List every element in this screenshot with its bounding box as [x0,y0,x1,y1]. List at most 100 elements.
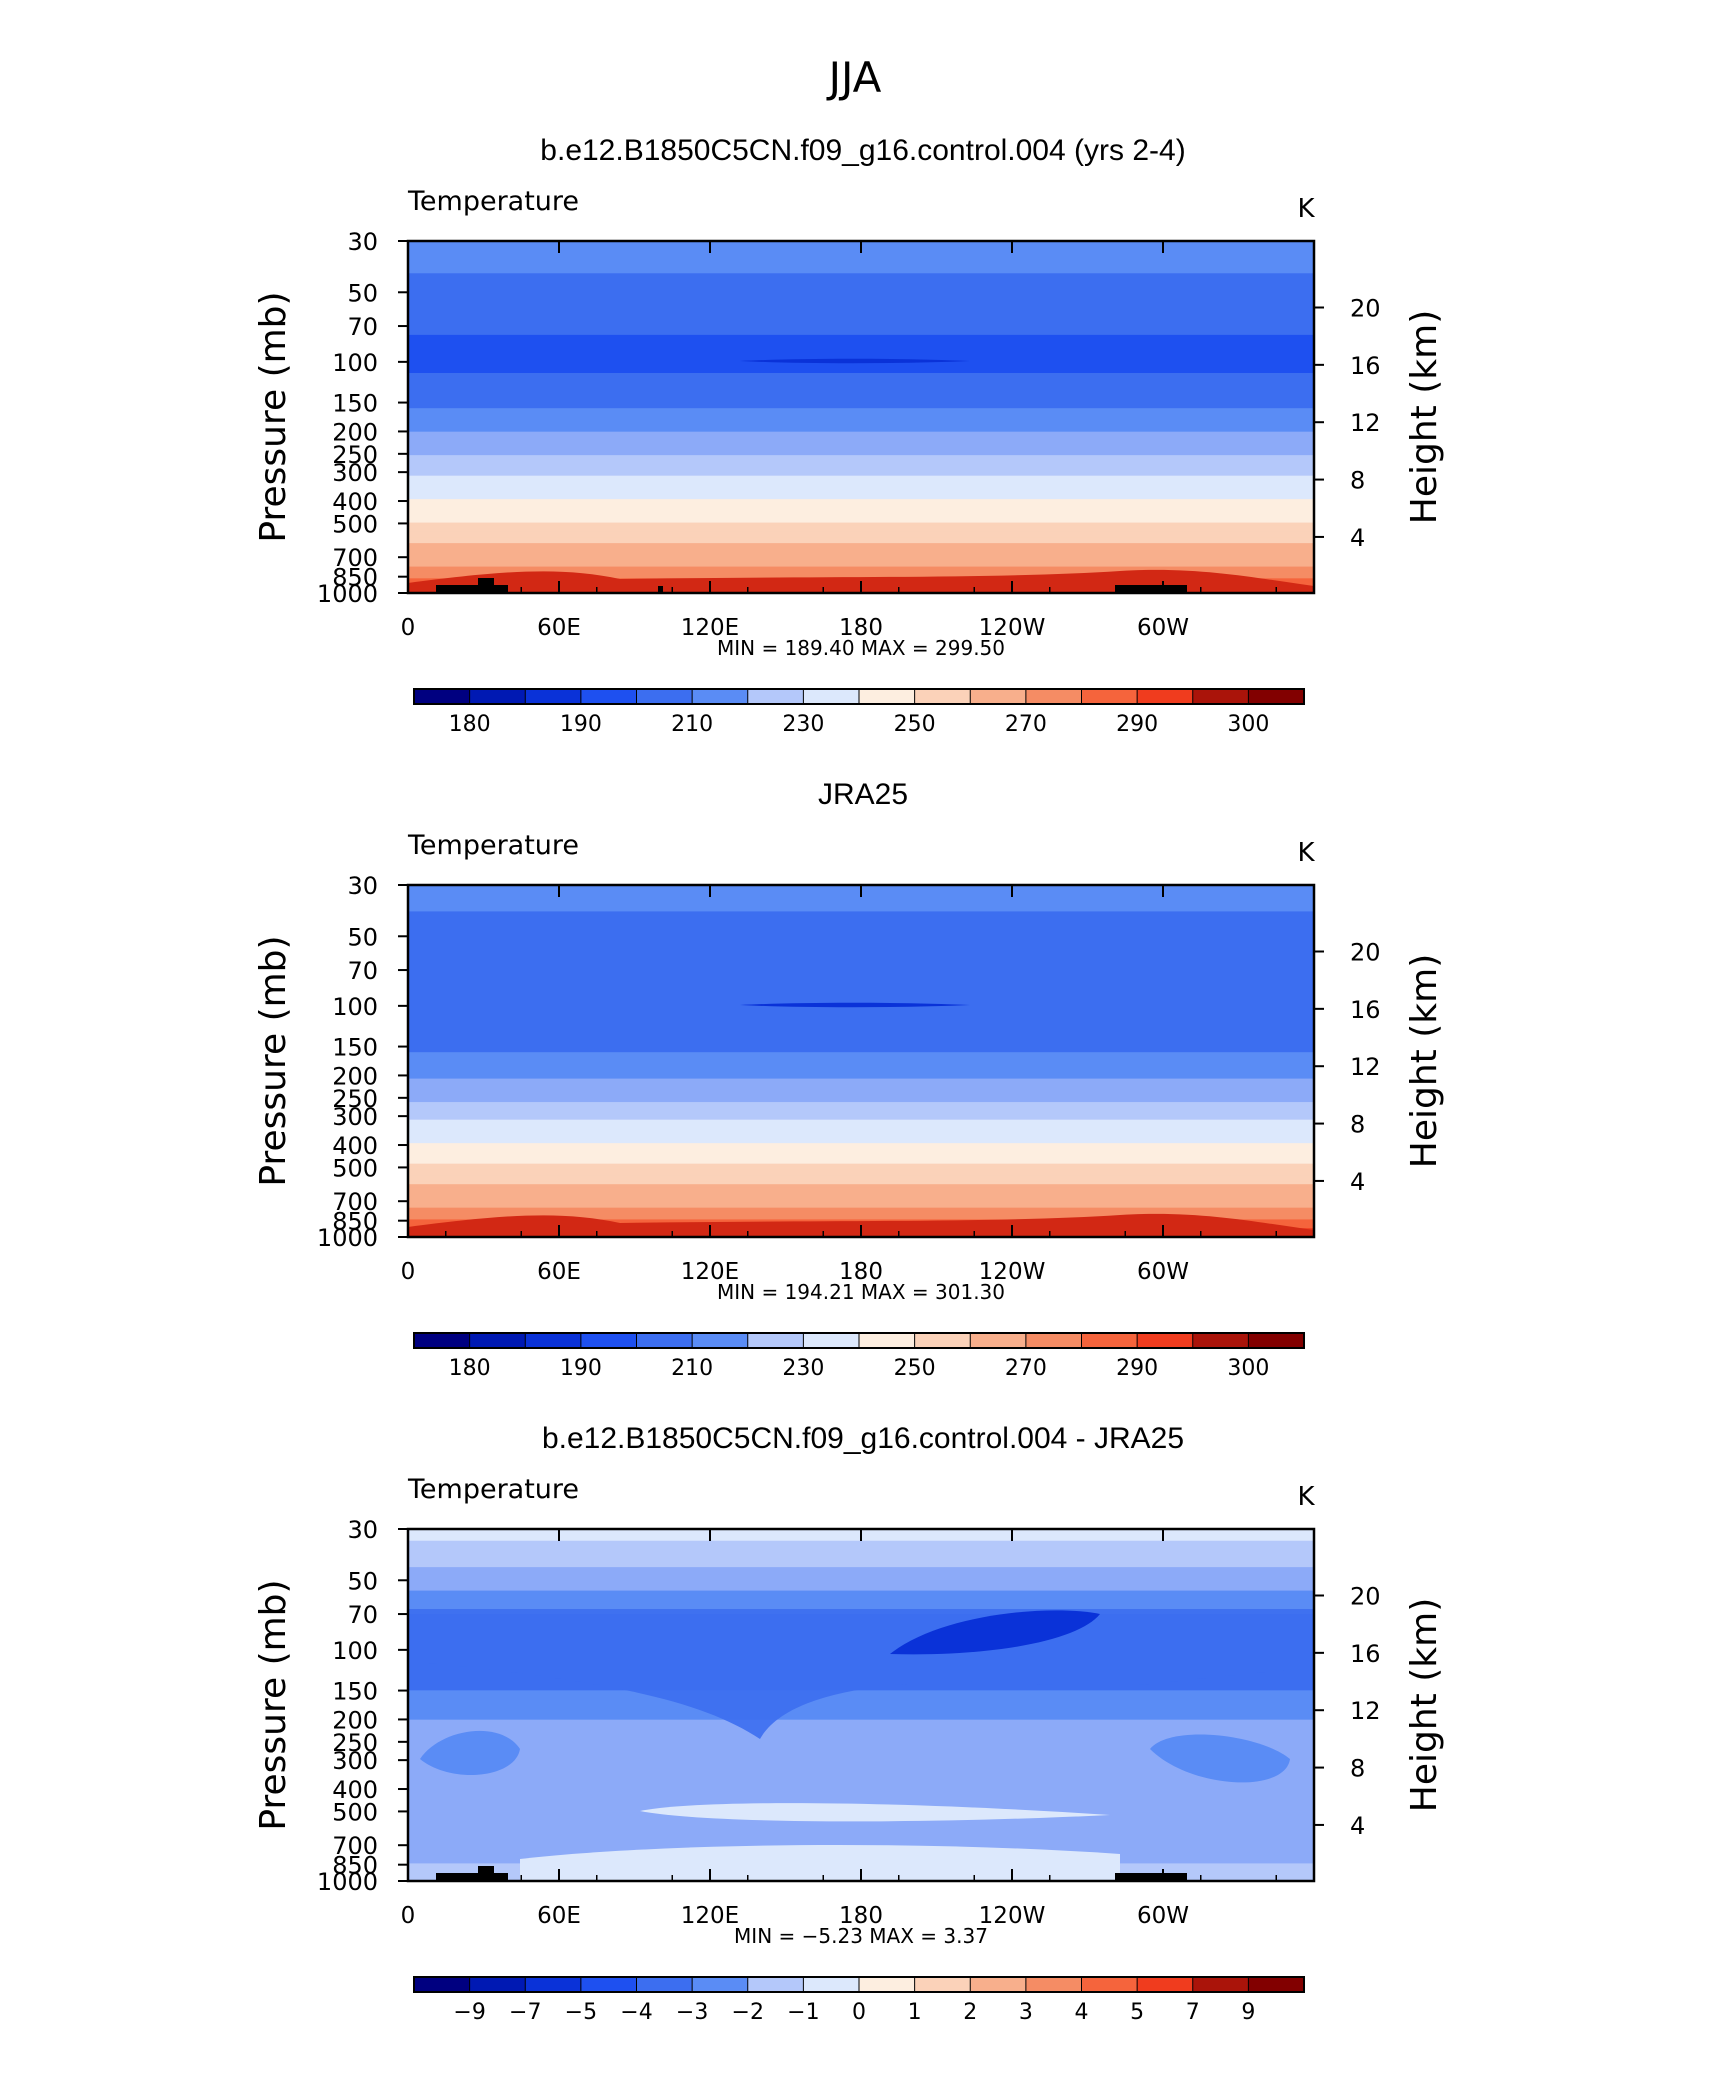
colorbar-box [1247,1332,1306,1349]
contour-band [408,975,1314,980]
colorbar-box [1192,688,1250,705]
contour-band [408,1798,1314,1803]
contour-band [408,1075,1314,1080]
contour-band [408,1751,1314,1756]
contour-band [408,1146,1314,1150]
contour-band [408,463,1314,468]
contour-band [408,411,1314,415]
contour-band [408,981,1314,986]
x-tick-label: 0 [401,1903,416,1929]
contour-band [408,355,1314,359]
contour-band [408,422,1314,427]
contour-band [408,475,1314,480]
y-tick-right-label: 16 [1350,1640,1381,1668]
contour-band [408,1564,1314,1568]
contour-band [408,1072,1314,1077]
contour-band [408,572,1314,576]
contour-band [408,287,1314,292]
contour-band [408,290,1314,295]
contour-band [408,1134,1314,1138]
x-tick-label: 60E [537,615,581,641]
panel-3: b.e12.B1850C5CN.f09_g16.control.004 - JR… [253,1422,1445,2025]
contour-band [408,1716,1314,1721]
x-tick-label: 180 [839,1903,883,1929]
colorbar-box [914,1976,972,1993]
colorbar-box [969,1332,1027,1349]
colorbar-box [524,688,582,705]
units-label: K [1297,838,1315,868]
contour-band [408,522,1314,527]
contour-band [408,1766,1314,1771]
colorbar-box [1081,1976,1139,1993]
y-axis-right-title: Height (km) [1404,310,1445,524]
colorbar-box [413,1976,471,1993]
colorbar-box [1192,1976,1250,1993]
contour-band [408,902,1314,907]
contour-blob [420,1730,520,1776]
contour-band [408,513,1314,518]
contour-band [408,1037,1314,1042]
page-title: JJA [826,53,882,102]
contour-band [408,1754,1314,1759]
colorbar-box [1081,688,1139,705]
contour-band [408,1787,1314,1791]
contour-band [408,352,1314,356]
contour-band [408,970,1314,974]
contour-band [408,1778,1314,1782]
contour-band [408,949,1314,954]
contour-band [408,1084,1314,1088]
contour-band [408,1837,1314,1841]
contour-band [408,1025,1314,1030]
contour-band [408,384,1314,389]
y-tick-label: 250 [332,1085,378,1113]
contour-band [408,1578,1314,1583]
contour-band [408,472,1314,477]
contour-band [408,937,1314,942]
contour-band [408,446,1314,450]
contour-field [408,241,1314,594]
x-tick-label: 0 [401,1259,416,1285]
y-tick-label: 50 [347,923,378,951]
contour-blob [520,1844,1120,1881]
contour-band [408,1795,1314,1800]
contour-band [408,899,1314,904]
contour-band [408,1149,1314,1153]
y-axis-title: Pressure (mb) [253,935,294,1186]
y-tick-label: 50 [347,1567,378,1595]
y-tick-label: 850 [332,564,378,592]
min-max-stats: MIN = 194.21 MAX = 301.30 [717,1280,1005,1304]
contour-band [408,373,1314,377]
contour-band [408,1119,1314,1124]
contour-band [408,958,1314,962]
contour-band [408,387,1314,392]
contour-band [408,1552,1314,1556]
contour-band [408,1801,1314,1806]
colorbar-label: 270 [1005,712,1047,737]
contour-band [408,1602,1314,1606]
colorbar-box [580,1332,638,1349]
contour-band [408,1584,1314,1589]
contour-band [408,405,1314,409]
contour-band [408,543,1314,547]
y-tick-label: 70 [347,957,378,985]
contour-band [408,496,1314,500]
colorbar-box [691,1332,749,1349]
contour-band [408,1143,1314,1147]
y-tick-label: 150 [332,1678,378,1706]
y-tick-label: 1000 [317,1868,378,1896]
contour-blob [740,1002,970,1008]
colorbar-box [636,1332,694,1349]
contour-band [408,452,1314,456]
y-tick-label: 1000 [317,580,378,608]
contour-band [408,1131,1314,1135]
colorbar-label: 300 [1227,712,1269,737]
contour-band [408,1734,1314,1738]
colorbar-label: 270 [1005,1356,1047,1381]
y-tick-label: 500 [332,1798,378,1826]
contour-band [408,1558,1314,1562]
contour-band [408,510,1314,515]
contour-band [408,311,1314,315]
y-tick-right-label: 4 [1350,524,1365,552]
contour-band [408,1740,1314,1744]
